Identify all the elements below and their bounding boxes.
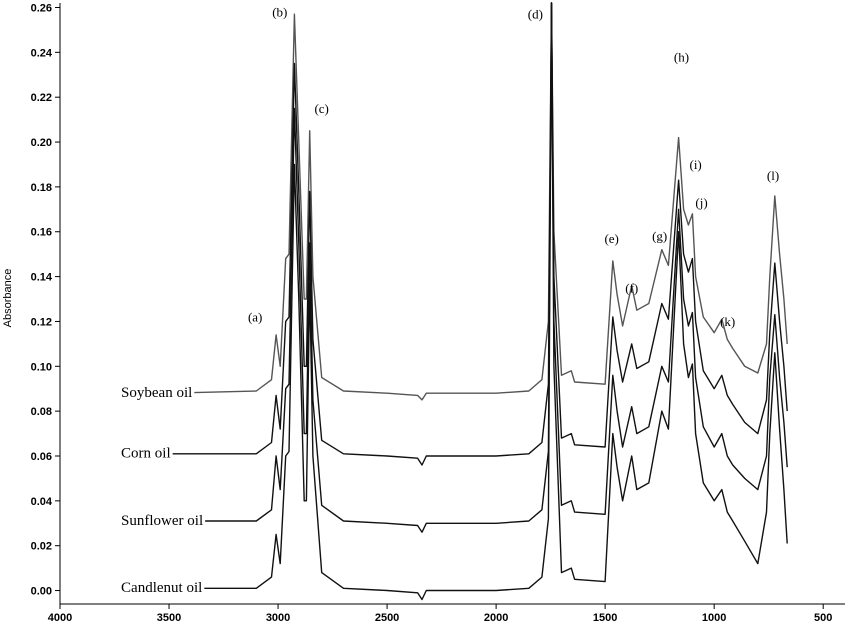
x-tick-label: 3500 <box>157 612 181 624</box>
peak-annotation: (f) <box>625 280 638 295</box>
y-tick-label: 0.24 <box>31 47 53 59</box>
x-tick-label: 1500 <box>593 612 617 624</box>
series-label-background <box>119 579 205 597</box>
peak-annotation: (e) <box>604 231 618 246</box>
x-tick-label: 3000 <box>266 612 290 624</box>
x-tick-label: 4000 <box>48 612 72 624</box>
y-axis: 0.00 0.02 0.04 0.06 0.08 0.10 0.12 0.14 0.16 0.18… <box>31 2 60 598</box>
x-tick-label: 500 <box>814 612 832 624</box>
series-label: Soybean oil <box>121 385 192 401</box>
series-label-background <box>119 511 206 529</box>
y-tick-label: 0.12 <box>31 316 52 328</box>
y-axis-title: Absorbance <box>2 269 14 328</box>
peak-annotation: (c) <box>314 101 328 116</box>
peak-annotation: (b) <box>272 4 287 19</box>
y-tick-label: 0.26 <box>31 2 52 14</box>
x-tick-label: 2000 <box>484 612 508 624</box>
series-label: Candlenut oil <box>121 580 202 596</box>
peak-annotation: (h) <box>674 49 689 64</box>
x-tick-label: 2500 <box>375 612 399 624</box>
series-label-group: Soybean oil Corn oil Sunflower oil Candlenu… <box>119 384 206 597</box>
y-tick-label: 0.04 <box>31 496 53 508</box>
series-label: Corn oil <box>121 446 171 462</box>
y-tick-label: 0.02 <box>31 541 52 553</box>
y-tick-label: 0.08 <box>31 406 52 418</box>
series-line-sunflower-oil <box>169 2 788 533</box>
y-tick-label: 0.20 <box>31 137 52 149</box>
y-tick-label: 0.18 <box>31 182 52 194</box>
x-tick-label: 1000 <box>702 612 726 624</box>
peak-annotation: (i) <box>689 157 701 172</box>
peak-annotation: (g) <box>652 229 667 244</box>
series-line-corn-oil <box>169 2 788 466</box>
series-group <box>168 2 788 601</box>
peak-annotation: (k) <box>720 314 735 329</box>
series-line-soybean-oil <box>168 2 788 401</box>
y-tick-label: 0.10 <box>31 361 52 373</box>
y-tick-label: 0.16 <box>31 227 52 239</box>
y-tick-label: 0.14 <box>31 272 53 284</box>
peak-annotation: (j) <box>695 195 707 210</box>
peak-annotation: (a) <box>248 309 262 324</box>
annotation-group: (a) (b) (c) (d) (e) (f) (g) (h) (i) (j) (k) (l) <box>248 4 779 328</box>
series-line-candlenut-oil <box>169 2 788 601</box>
y-tick-label: 0.06 <box>31 451 52 463</box>
x-axis: 4000 3500 3000 2500 2000 1500 1000 500 <box>48 604 832 624</box>
y-tick-label: 0.22 <box>31 92 52 104</box>
peak-annotation: (l) <box>767 168 779 183</box>
series-label-background <box>119 384 195 402</box>
peak-annotation: (d) <box>528 7 543 22</box>
series-label: Sunflower oil <box>121 513 203 529</box>
series-label-background <box>119 444 173 462</box>
y-tick-label: 0.00 <box>31 586 52 598</box>
